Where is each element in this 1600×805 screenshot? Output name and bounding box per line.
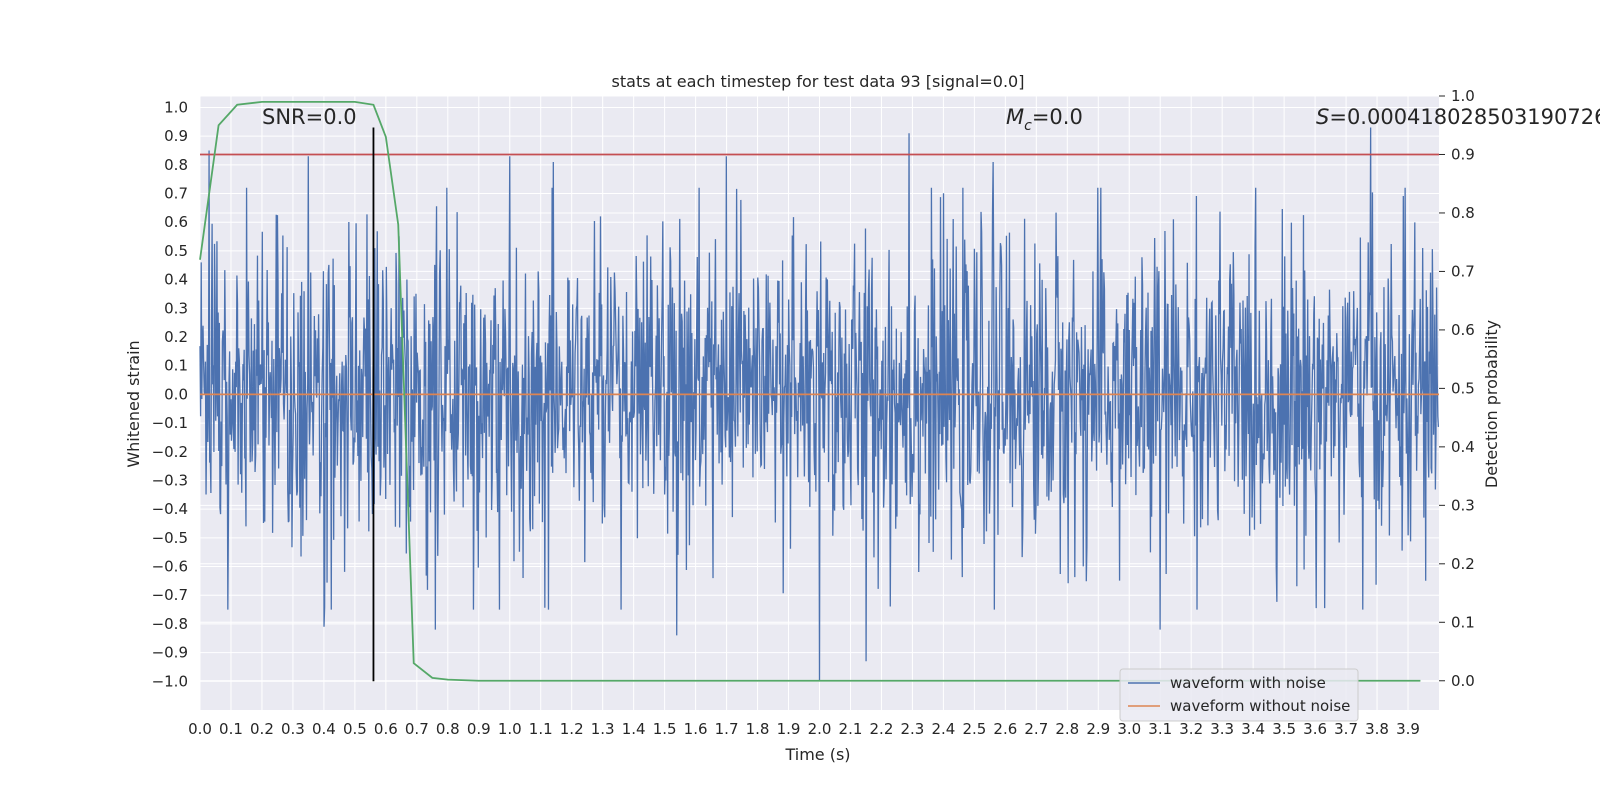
x-tick-label: 2.2: [870, 720, 894, 738]
mc-annotation: Mc=0.0: [1006, 105, 1083, 134]
x-tick-label: 2.6: [993, 720, 1017, 738]
x-tick-label: 3.7: [1334, 720, 1358, 738]
y-tick-label: −0.1: [152, 414, 188, 432]
s-annotation: S=0.0004180285031907260: [1316, 105, 1600, 129]
y-right-tick-label: 0.7: [1451, 262, 1475, 280]
series-detection-probability: [199, 100, 1421, 682]
y-tick-label: 0.3: [164, 299, 188, 317]
y-right-tick-label: 0.5: [1451, 379, 1475, 397]
mc-symbol: M: [1006, 105, 1024, 129]
y-tick-label: 0.6: [164, 213, 188, 231]
mc-subscript: c: [1024, 118, 1032, 134]
x-tick-label: 3.2: [1179, 720, 1203, 738]
y-right-axis-label: Detection probability: [1482, 320, 1501, 488]
x-tick-label: 2.3: [900, 720, 924, 738]
x-tick-label: 2.8: [1055, 720, 1079, 738]
x-tick-label: 0.8: [436, 720, 460, 738]
y-right-tick-label: 0.2: [1451, 555, 1475, 573]
y-tick-label: 0.8: [164, 156, 188, 174]
y-tick-label: −0.3: [152, 471, 188, 489]
legend: waveform with noise waveform without noi…: [1119, 668, 1359, 722]
chart-title: stats at each timestep for test data 93 …: [612, 72, 1025, 91]
x-tick-label: 2.0: [808, 720, 832, 738]
x-tick-label: 3.8: [1365, 720, 1389, 738]
y-right-tick-labels: 1.0 0.9 0.8 0.7 0.6 0.5 0.4 0.3 0.2 0.1 0.0: [1439, 87, 1475, 690]
x-tick-label: 0.5: [343, 720, 367, 738]
x-tick-label: 1.0: [498, 720, 522, 738]
y-right-tick-label: 0.6: [1451, 321, 1475, 339]
snr-annotation: SNR=0.0: [262, 105, 357, 129]
s-value: =0.0004180285031907260: [1329, 105, 1600, 129]
x-tick-label: 1.3: [591, 720, 615, 738]
y-tick-label: 0.5: [164, 242, 188, 260]
x-tick-label: 0.7: [405, 720, 429, 738]
y-tick-labels: 1.0 0.9 0.8 0.7 0.6 0.5 0.4 0.3 0.2 0.1 0.0 −0.1 −0.…: [152, 98, 188, 690]
x-tick-label: 3.0: [1117, 720, 1141, 738]
x-tick-label: 1.1: [529, 720, 553, 738]
x-tick-label: 2.5: [962, 720, 986, 738]
y-tick-label: 0.2: [164, 328, 188, 346]
s-symbol: S: [1316, 105, 1329, 129]
y-right-tick-label: 0.4: [1451, 438, 1475, 456]
y-axis-label: Whitened strain: [124, 340, 143, 467]
mc-value: =0.0: [1032, 105, 1083, 129]
x-tick-label: 1.8: [746, 720, 770, 738]
x-tick-label: 3.6: [1303, 720, 1327, 738]
y-tick-label: −0.9: [152, 644, 188, 662]
x-tick-label: 1.4: [622, 720, 646, 738]
y-tick-label: 0.9: [164, 127, 188, 145]
y-right-tick-label: 0.0: [1451, 672, 1475, 690]
y-right-tick-label: 1.0: [1451, 87, 1475, 105]
series-waveform-with-noise: [199, 127, 1440, 682]
x-tick-label: 1.2: [560, 720, 584, 738]
y-right-tick-label: 0.3: [1451, 496, 1475, 514]
x-tick-label: 3.5: [1272, 720, 1296, 738]
y-right-tick-label: 0.9: [1451, 145, 1475, 163]
x-tick-label: 0.2: [250, 720, 274, 738]
x-tick-label: 1.6: [684, 720, 708, 738]
y-tick-label: −0.6: [152, 558, 188, 576]
x-tick-label: 3.4: [1241, 720, 1265, 738]
x-tick-label: 3.3: [1210, 720, 1234, 738]
y-tick-label: 0.1: [164, 357, 188, 375]
y-tick-label: −0.8: [152, 615, 188, 633]
y-right-tick-label: 0.1: [1451, 613, 1475, 631]
legend-box: [1119, 668, 1359, 722]
y-tick-label: 0.7: [164, 185, 188, 203]
plot-area: [199, 100, 1440, 682]
x-tick-label: 2.9: [1086, 720, 1110, 738]
x-tick-label: 0.0: [188, 720, 212, 738]
x-tick-label: 2.7: [1024, 720, 1048, 738]
y-right-tick-label: 0.8: [1451, 204, 1475, 222]
x-tick-label: 1.9: [777, 720, 801, 738]
x-tick-label: 0.4: [312, 720, 336, 738]
x-tick-label: 1.5: [653, 720, 677, 738]
x-tick-label: 2.4: [931, 720, 955, 738]
x-tick-label: 2.1: [839, 720, 863, 738]
x-axis-label: Time (s): [784, 745, 850, 764]
y-tick-label: −0.2: [152, 443, 188, 461]
x-tick-label: 0.6: [374, 720, 398, 738]
y-tick-label: −0.5: [152, 529, 188, 547]
x-tick-label: 0.3: [281, 720, 305, 738]
legend-label-clean: waveform without noise: [1170, 697, 1350, 715]
y-tick-label: −1.0: [152, 672, 188, 690]
y-tick-label: 1.0: [164, 98, 188, 116]
y-tick-label: −0.4: [152, 500, 188, 518]
y-tick-label: 0.0: [164, 385, 188, 403]
x-tick-labels: 0.0 0.1 0.2 0.3 0.4 0.5 0.6 0.7 0.8 0.9 1.0 1.1 1.2 1…: [188, 720, 1420, 738]
x-tick-label: 1.7: [715, 720, 739, 738]
x-tick-label: 3.1: [1148, 720, 1172, 738]
x-tick-label: 0.9: [467, 720, 491, 738]
y-tick-label: −0.7: [152, 586, 188, 604]
x-tick-label: 0.1: [219, 720, 243, 738]
legend-label-noise: waveform with noise: [1170, 674, 1326, 692]
y-tick-label: 0.4: [164, 271, 188, 289]
x-tick-label: 3.9: [1396, 720, 1420, 738]
